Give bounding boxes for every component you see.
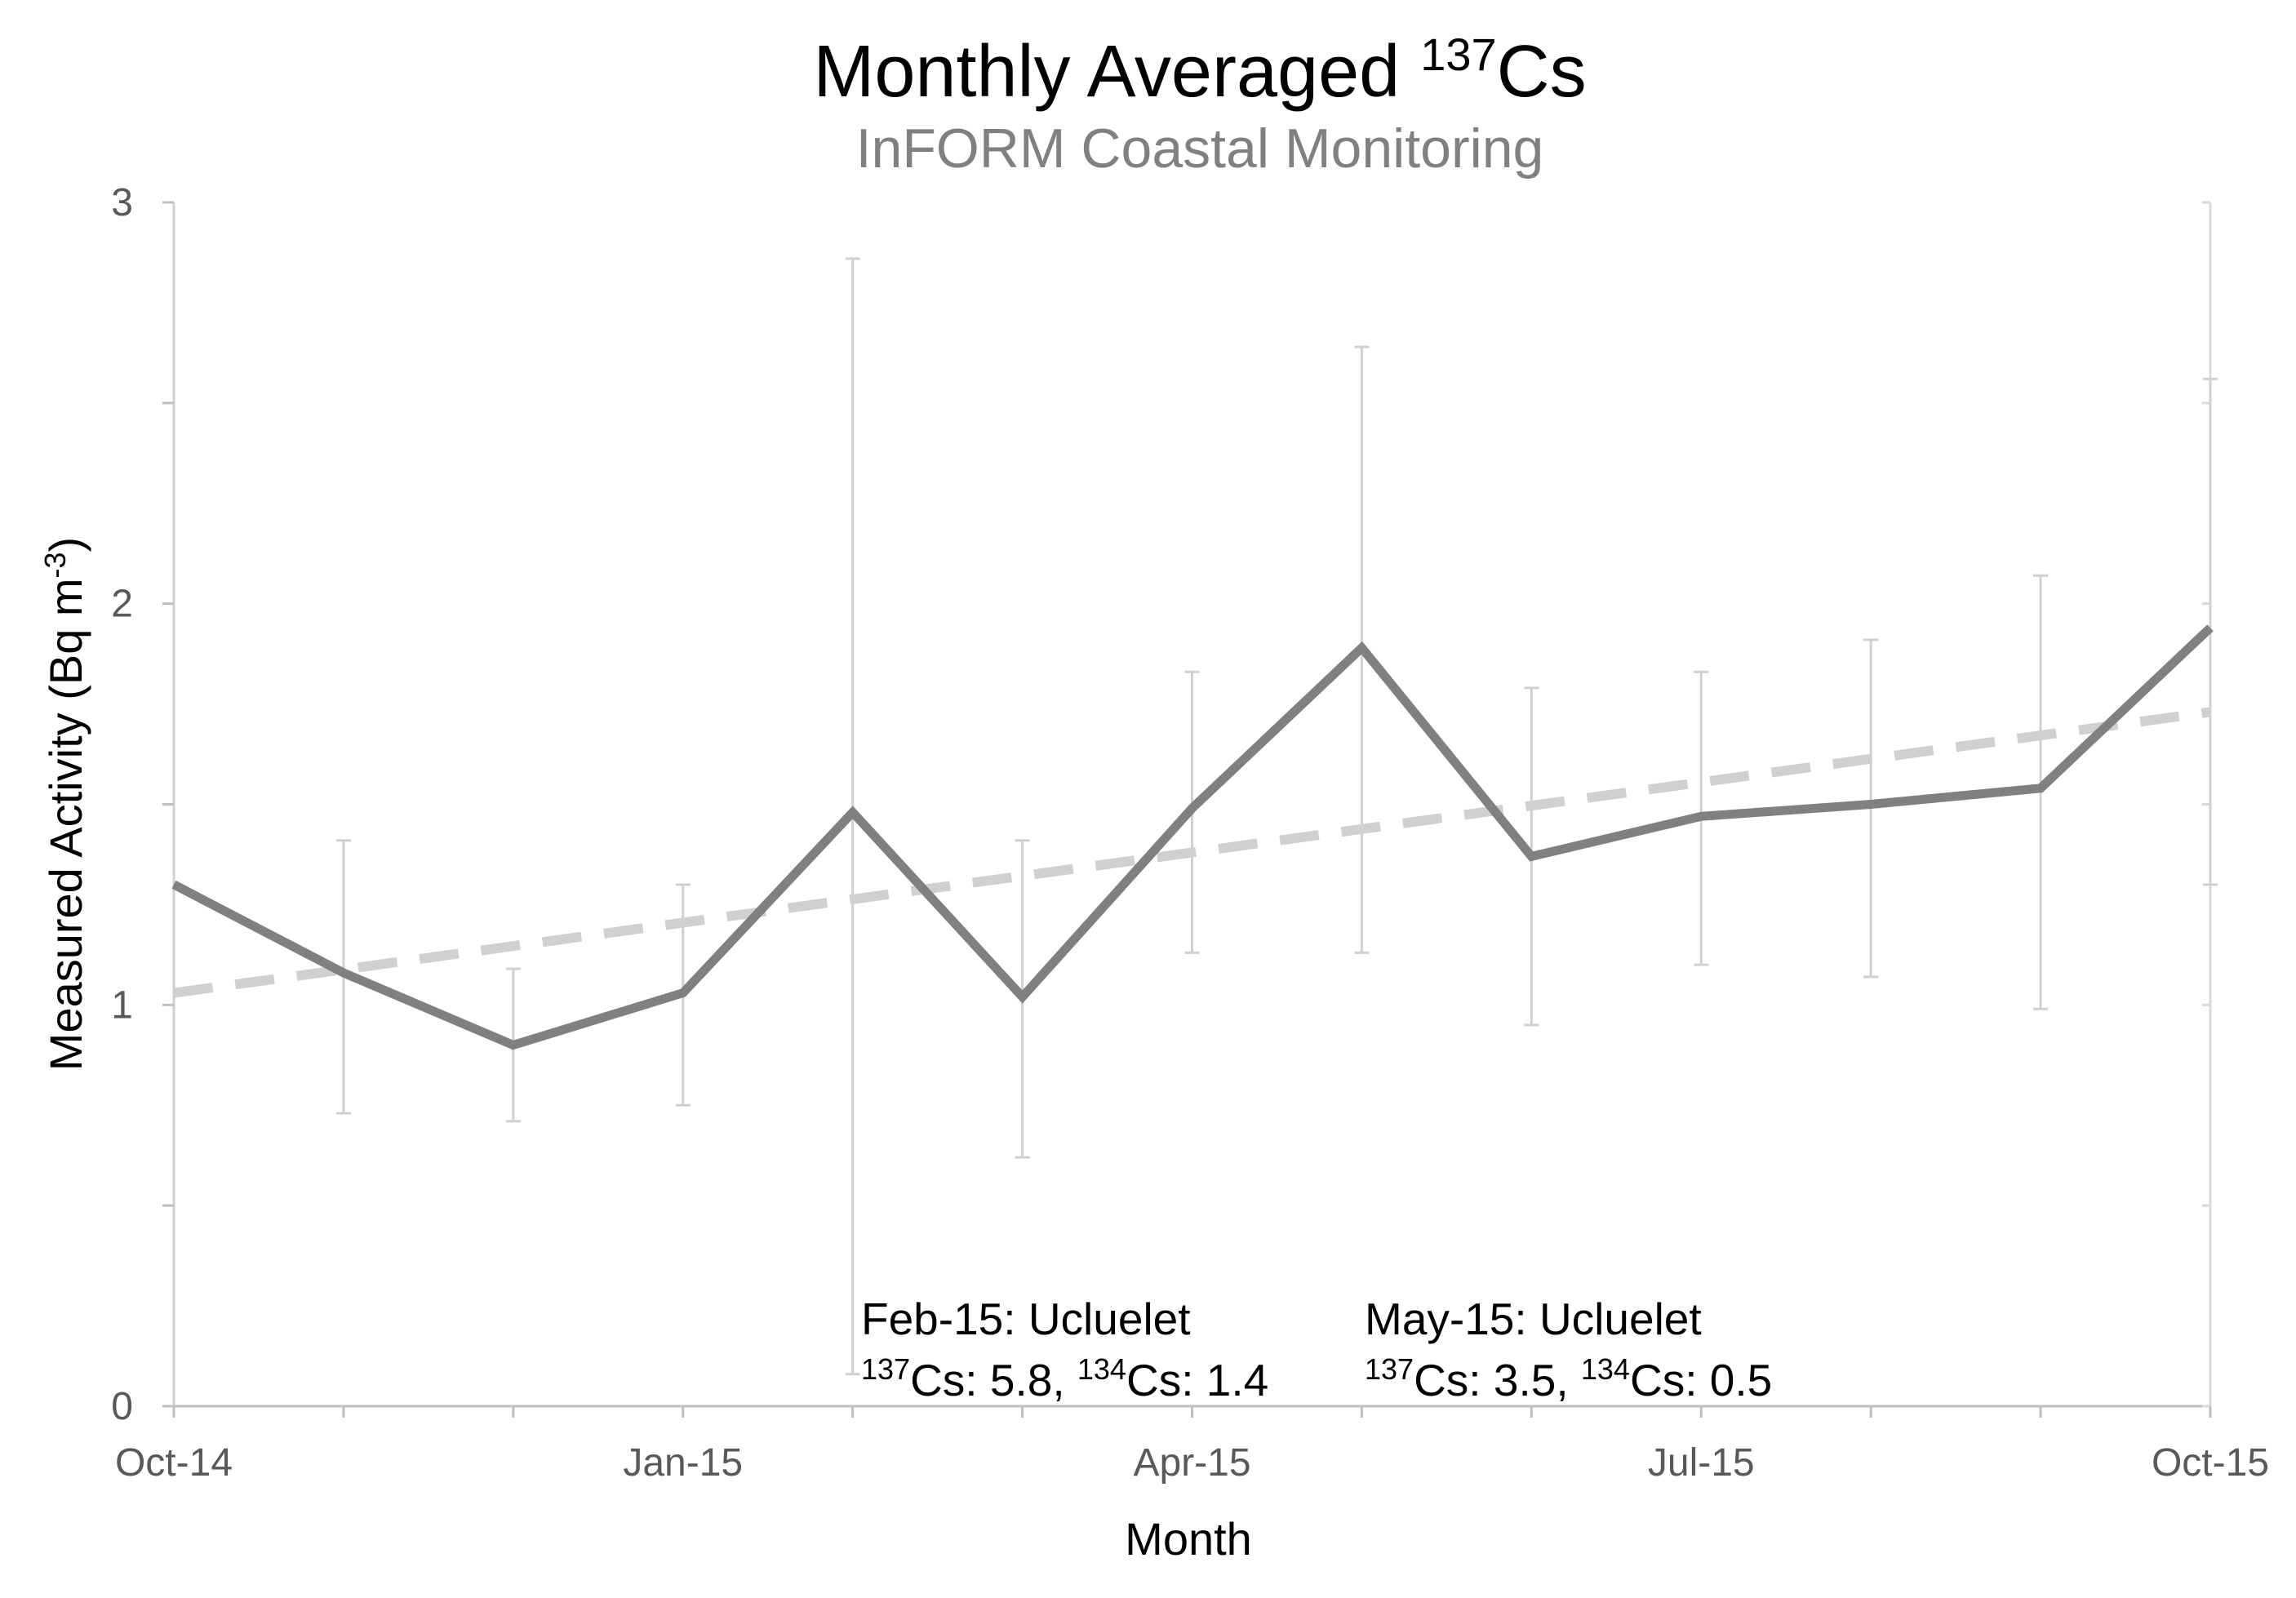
x-axis-title: Month	[1125, 1513, 1252, 1565]
trend-line	[173, 707, 2211, 998]
y-tick-label: 1	[111, 983, 133, 1027]
x-tick-label: Jul-15	[1648, 1441, 1755, 1485]
error-bars	[335, 257, 2218, 1376]
y-tick-label: 0	[111, 1385, 133, 1428]
x-tick-label: Apr-15	[1133, 1441, 1250, 1485]
y-tick-labels: 0 1 2 3	[111, 181, 133, 1428]
annotation-feb-line2: 137Cs: 5.8, 134Cs: 1.4	[861, 1352, 1268, 1405]
x-tick-label: Jan-15	[623, 1441, 743, 1485]
annotation-feb-line1: Feb-15: Ucluelet	[861, 1294, 1191, 1344]
x-ticks	[172, 1406, 2212, 1418]
chart-subtitle: InFORM Coastal Monitoring	[856, 118, 1544, 180]
annotations: Feb-15: Ucluelet 137Cs: 5.8, 134Cs: 1.4 …	[861, 1294, 1772, 1405]
y-tick-label: 3	[111, 181, 133, 224]
x-tick-label: Oct-15	[2152, 1441, 2269, 1485]
x-tick-labels: Oct-14 Jan-15 Apr-15 Jul-15 Oct-15	[115, 1441, 2269, 1485]
annotation-may-line2: 137Cs: 3.5, 134Cs: 0.5	[1365, 1352, 1772, 1405]
x-tick-label: Oct-14	[115, 1441, 233, 1485]
annotation-may-line1: May-15: Ucluelet	[1365, 1294, 1702, 1344]
y-axis-title: Measured Activity (Bq m-3)	[38, 537, 91, 1071]
chart-title: Monthly Averaged 137Cs	[813, 29, 1586, 113]
y-ticks	[162, 201, 2210, 1408]
series-line	[171, 624, 2214, 1050]
y-tick-label: 2	[111, 583, 133, 626]
